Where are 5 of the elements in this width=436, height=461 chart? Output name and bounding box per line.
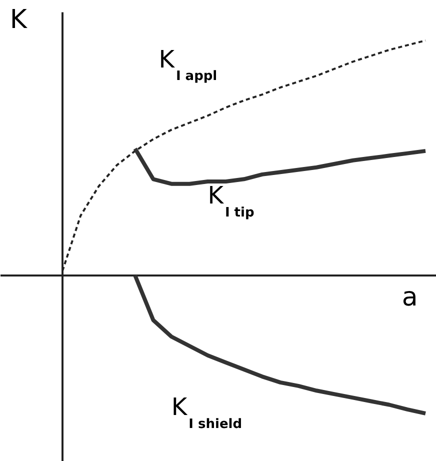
series-label: KI tip <box>208 182 254 220</box>
x-axis-title: a <box>402 282 418 313</box>
y-axis-title: K <box>10 5 28 36</box>
series-label: KI shield <box>171 393 242 432</box>
series-label: KI appl <box>158 45 218 84</box>
